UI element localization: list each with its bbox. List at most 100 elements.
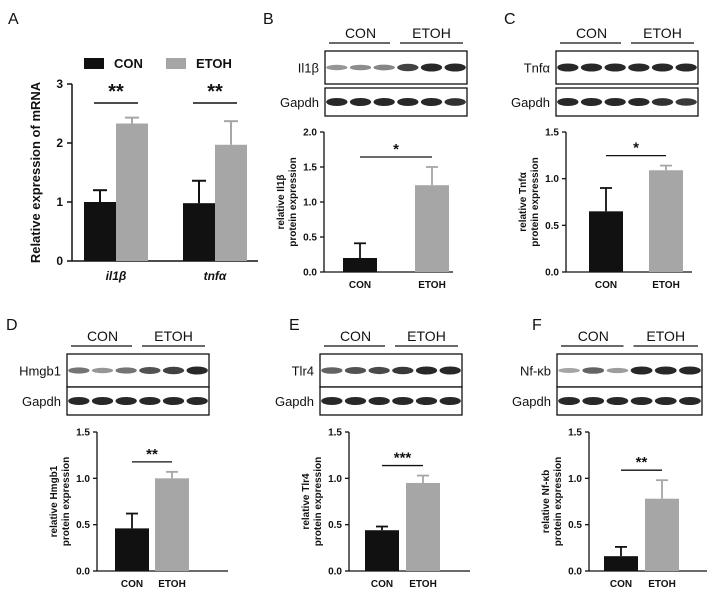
bar-con (365, 530, 399, 571)
bar-etoh (645, 498, 679, 571)
bar-con (183, 203, 215, 261)
panel-letter: E (289, 317, 300, 334)
legend-label-con: CON (114, 56, 143, 71)
blot-gapdh-band (679, 397, 701, 405)
legend-swatch-etoh (166, 58, 186, 69)
blot-gapdh-frame (66, 386, 210, 416)
blot-target-band (186, 366, 208, 375)
bar-etoh (406, 482, 440, 571)
blot-gapdh-band (606, 397, 629, 405)
significance-label: ** (108, 81, 124, 103)
gene-label-gapdh: Gapdh (511, 95, 550, 110)
blot-gapdh-band (580, 98, 603, 106)
x-category-label: CON (349, 280, 371, 291)
blot-target-frame (324, 50, 468, 85)
blot-gapdh-band (439, 397, 461, 405)
blot-gapdh-frame (556, 386, 703, 416)
blot-target-band (68, 367, 90, 374)
blot-gapdh-band (557, 98, 579, 106)
blot-gapdh-frame (324, 87, 468, 117)
blot-target-band (420, 63, 443, 72)
x-category-label: ETOH (409, 579, 437, 590)
y-axis-label-line1: relative Il1β (276, 174, 287, 229)
bar-etoh (116, 123, 148, 261)
blot-target-band (558, 368, 580, 373)
blot-gapdh-band (444, 98, 466, 106)
gene-label-target: Nf-κb (520, 364, 551, 379)
x-category-label: ETOH (418, 280, 446, 291)
y-axis-label-line2: protein expression (288, 157, 299, 246)
blot-target-band (115, 367, 137, 374)
y-tick-label: 1.5 (568, 428, 582, 439)
y-tick-label: 1.0 (545, 174, 559, 185)
x-category-label: il1β (106, 269, 127, 283)
y-axis-label-line1: relative Tnfα (518, 171, 529, 231)
x-category-label: ETOH (158, 579, 186, 590)
gene-label-gapdh: Gapdh (275, 394, 314, 409)
panel-a: A CON ETOH 0 1 2 3 Relative expression of mRNA i… (8, 11, 258, 283)
blot-gapdh-band (326, 98, 348, 106)
bar-con (589, 211, 623, 272)
blot-target-band (651, 63, 674, 72)
bar-con (604, 556, 638, 571)
bar-con (84, 202, 116, 261)
blot-target-band (654, 366, 677, 375)
significance-label: ** (636, 454, 648, 471)
y-tick-label: 0.5 (76, 520, 90, 531)
blot-gapdh-band (368, 397, 390, 405)
blot-target-band (604, 63, 626, 72)
blot-target-frame (319, 353, 463, 388)
blot-gapdh-band (604, 98, 626, 106)
blot-gapdh-band (115, 397, 137, 405)
blot-target-frame (555, 50, 699, 85)
y-tick-label: 0.0 (545, 268, 559, 279)
blot-target-band (139, 367, 161, 374)
significance-label: ** (207, 81, 223, 103)
y-tick-label: 0.0 (76, 567, 90, 578)
panel-letter: D (6, 317, 18, 334)
blot-target-band (392, 366, 414, 375)
blot-gapdh-band (651, 98, 674, 106)
group-label-etoh: ETOH (407, 328, 446, 344)
blot-target-band (373, 64, 395, 71)
y-tick-label: 3 (56, 77, 63, 91)
y-tick-label: 0.5 (568, 520, 582, 531)
panel-f: F CON ETOH Nf-κb Gapdh 0.0 0.5 1.0 1.5 relative N… (512, 317, 707, 590)
group-label-con: CON (576, 25, 607, 41)
y-tick-label: 2 (56, 136, 63, 150)
group-label-con: CON (578, 328, 609, 344)
bar-con (343, 258, 377, 272)
blot-gapdh-band (344, 397, 367, 405)
y-tick-label: 0.0 (303, 268, 317, 279)
y-axis-label: Relative expression of mRNA (28, 81, 43, 263)
blot-target-band (415, 366, 438, 375)
significance-label: *** (394, 450, 412, 467)
blot-gapdh-frame (319, 386, 463, 416)
y-tick-label: 1.0 (76, 474, 90, 485)
x-category-label: CON (121, 579, 143, 590)
y-axis-label-line1: relative Hmgb1 (49, 465, 60, 537)
bar-etoh (215, 144, 247, 261)
y-tick-label: 1.0 (328, 474, 342, 485)
blot-target-band (606, 367, 629, 374)
blot-gapdh-band (186, 397, 208, 405)
blot-gapdh-band (349, 98, 372, 106)
blot-target-band (444, 63, 466, 72)
group-label-etoh: ETOH (412, 25, 451, 41)
panel-letter: F (532, 317, 542, 334)
blot-target-band (91, 367, 114, 374)
y-tick-label: 0 (56, 254, 63, 268)
x-category-label: ETOH (652, 280, 680, 291)
x-category-label: CON (371, 579, 393, 590)
blot-target-band (679, 366, 701, 375)
gene-label-gapdh: Gapdh (22, 394, 61, 409)
blot-target-band (628, 63, 650, 72)
gene-label-gapdh: Gapdh (512, 394, 551, 409)
blot-gapdh-band (558, 397, 580, 405)
blot-target-band (368, 366, 390, 375)
panel-c: C CON ETOH Tnfα Gapdh 0.0 0.5 1.0 1.5 relative Tn… (504, 11, 699, 291)
panel-letter: A (8, 11, 19, 28)
panel-e: E CON ETOH Tlr4 Gapdh 0.0 0.5 1.0 1.5 relative Tl… (275, 317, 470, 590)
blot-target-band (557, 63, 579, 72)
